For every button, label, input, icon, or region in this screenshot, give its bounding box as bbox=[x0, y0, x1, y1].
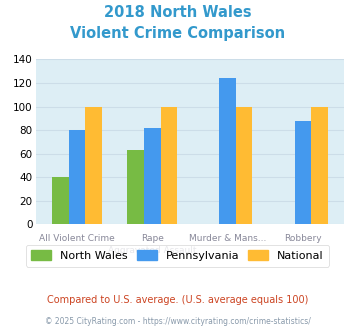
Text: Rape: Rape bbox=[141, 234, 164, 243]
Bar bbox=[311, 107, 328, 224]
Text: © 2025 CityRating.com - https://www.cityrating.com/crime-statistics/: © 2025 CityRating.com - https://www.city… bbox=[45, 317, 310, 326]
Text: 2018 North Wales: 2018 North Wales bbox=[104, 5, 251, 20]
Bar bbox=[144, 128, 160, 224]
Bar bbox=[85, 107, 102, 224]
Text: Violent Crime Comparison: Violent Crime Comparison bbox=[70, 26, 285, 41]
Bar bbox=[236, 107, 252, 224]
Text: Robbery: Robbery bbox=[284, 234, 322, 243]
Bar bbox=[127, 150, 144, 224]
Bar bbox=[295, 121, 311, 224]
Text: All Violent Crime: All Violent Crime bbox=[39, 234, 115, 243]
Text: Compared to U.S. average. (U.S. average equals 100): Compared to U.S. average. (U.S. average … bbox=[47, 295, 308, 305]
Legend: North Wales, Pennsylvania, National: North Wales, Pennsylvania, National bbox=[26, 245, 329, 267]
Bar bbox=[219, 78, 236, 224]
Text: Aggravated Assault: Aggravated Assault bbox=[108, 246, 197, 255]
Text: Murder & Mans...: Murder & Mans... bbox=[189, 234, 266, 243]
Bar bbox=[69, 130, 85, 224]
Bar bbox=[52, 177, 69, 224]
Bar bbox=[160, 107, 177, 224]
